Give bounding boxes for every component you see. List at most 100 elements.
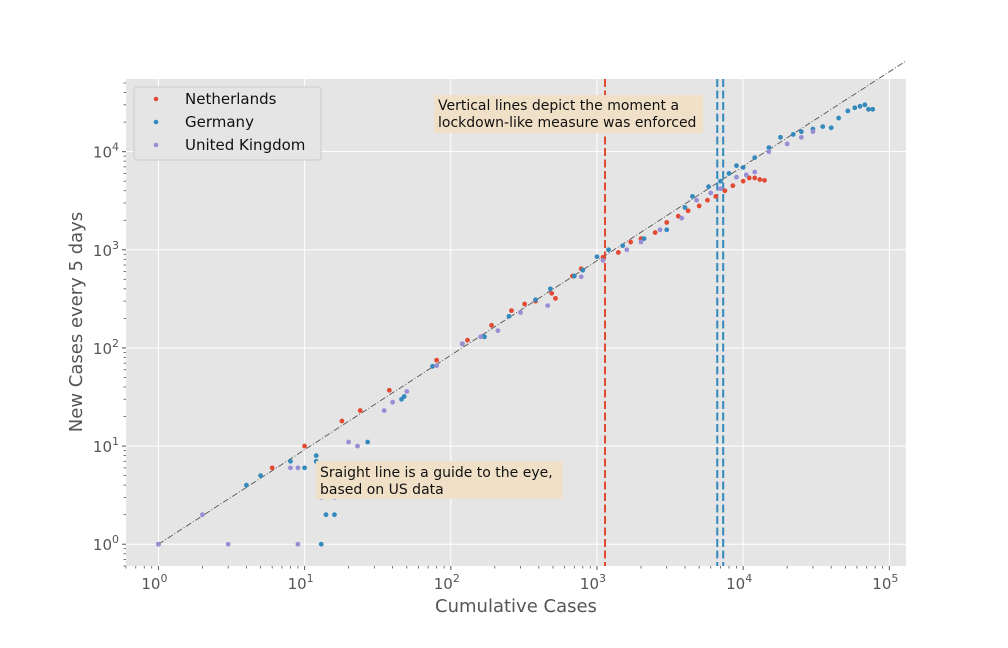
point-united-kingdom: [295, 465, 301, 471]
legend-label-netherlands: Netherlands: [185, 90, 277, 108]
point-germany: [571, 273, 577, 279]
point-netherlands: [628, 239, 634, 245]
point-germany: [752, 155, 758, 160]
legend-label-united-kingdom: United Kingdom: [185, 136, 305, 154]
point-germany: [533, 297, 538, 303]
legend: Netherlands Germany United Kingdom: [133, 86, 322, 161]
minor-ticks: [123, 82, 884, 569]
point-united-kingdom: [600, 257, 606, 263]
point-united-kingdom: [346, 439, 352, 445]
point-germany: [690, 194, 695, 199]
point-germany: [820, 124, 826, 130]
point-germany: [244, 482, 249, 488]
point-germany: [790, 131, 796, 137]
point-germany: [547, 286, 553, 292]
point-netherlands: [553, 295, 558, 301]
point-united-kingdom: [679, 215, 685, 221]
point-germany: [430, 363, 435, 369]
point-united-kingdom: [638, 239, 644, 245]
point-united-kingdom: [200, 512, 205, 518]
point-united-kingdom: [810, 129, 816, 135]
point-united-kingdom: [734, 174, 739, 180]
point-netherlands: [522, 301, 528, 307]
x-axis-title: Cumulative Cases: [435, 596, 597, 617]
point-germany: [506, 313, 512, 319]
point-germany: [828, 125, 834, 131]
legend-label-germany: Germany: [185, 113, 254, 131]
point-united-kingdom: [694, 197, 699, 203]
point-united-kingdom: [434, 363, 440, 369]
point-united-kingdom: [459, 341, 465, 347]
point-germany: [365, 439, 371, 445]
point-netherlands: [713, 194, 719, 199]
point-united-kingdom: [545, 303, 551, 309]
point-netherlands: [696, 203, 702, 209]
point-netherlands: [339, 418, 345, 424]
point-netherlands: [752, 175, 758, 181]
data-points: [156, 102, 876, 547]
guide-line: [158, 60, 907, 545]
point-netherlands: [652, 230, 658, 235]
point-netherlands: [465, 337, 470, 343]
point-united-kingdom: [578, 274, 584, 280]
vertical-lines-note-line-2: lockdown-like measure was enforced: [438, 115, 696, 131]
guide-line-note-box: [316, 461, 563, 499]
point-germany: [258, 473, 264, 479]
point-germany: [641, 236, 647, 242]
point-united-kingdom: [752, 169, 758, 175]
legend-marker-germany: [153, 119, 159, 125]
point-united-kingdom: [624, 247, 630, 253]
point-united-kingdom: [495, 328, 501, 334]
point-germany: [302, 465, 308, 471]
grid: [126, 79, 906, 566]
point-netherlands: [386, 387, 392, 393]
point-germany: [594, 254, 600, 260]
point-germany: [318, 541, 324, 547]
point-germany: [866, 106, 871, 112]
point-germany: [778, 134, 783, 140]
point-germany: [740, 165, 746, 170]
point-germany: [852, 105, 858, 111]
point-united-kingdom: [381, 408, 387, 413]
point-united-kingdom: [156, 541, 161, 547]
point-netherlands: [615, 250, 621, 255]
point-germany: [862, 102, 868, 108]
guide-line-note: Sraight line is a guide to the eye, base…: [316, 461, 563, 499]
legend-marker-netherlands: [153, 96, 159, 102]
point-netherlands: [302, 443, 308, 449]
point-netherlands: [685, 208, 691, 214]
point-germany: [857, 103, 863, 109]
point-united-kingdom: [390, 399, 396, 405]
point-germany: [845, 108, 851, 114]
point-netherlands: [740, 178, 746, 184]
point-germany: [401, 394, 407, 399]
vertical-lines-note-box: [434, 95, 703, 133]
legend-box: [133, 86, 322, 161]
guide-line-note-line-1: Sraight line is a guide to the eye,: [320, 465, 553, 481]
point-germany: [313, 453, 319, 458]
guide-line-note-line-2: based on US data: [320, 482, 444, 498]
point-united-kingdom: [708, 190, 714, 196]
legend-marker-united-kingdom: [153, 142, 159, 148]
point-united-kingdom: [404, 389, 410, 394]
point-germany: [682, 205, 688, 210]
point-germany: [718, 178, 723, 184]
point-netherlands: [757, 177, 763, 182]
guide-line-group: [158, 60, 907, 545]
point-germany: [606, 247, 611, 253]
point-germany: [766, 145, 772, 150]
point-netherlands: [705, 197, 710, 203]
point-united-kingdom: [766, 149, 772, 155]
point-germany: [706, 184, 711, 190]
point-netherlands: [730, 183, 736, 189]
point-germany: [332, 512, 337, 518]
point-netherlands: [746, 175, 752, 181]
point-germany: [664, 227, 670, 233]
point-netherlands: [269, 465, 275, 471]
point-united-kingdom: [657, 227, 663, 233]
y-axis-title: New Cases every 5 days: [66, 212, 87, 432]
point-united-kingdom: [743, 172, 749, 178]
point-germany: [580, 267, 586, 273]
vertical-lines-note: Vertical lines depict the moment a lockd…: [434, 95, 703, 133]
